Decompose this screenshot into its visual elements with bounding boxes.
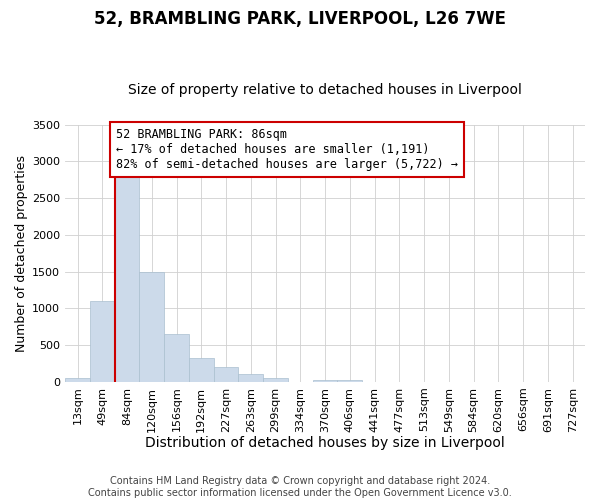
Bar bbox=[337, 380, 362, 382]
Bar bbox=[238, 374, 263, 382]
Bar bbox=[115, 166, 139, 382]
Bar bbox=[139, 272, 164, 382]
Text: 52, BRAMBLING PARK, LIVERPOOL, L26 7WE: 52, BRAMBLING PARK, LIVERPOOL, L26 7WE bbox=[94, 10, 506, 28]
Title: Size of property relative to detached houses in Liverpool: Size of property relative to detached ho… bbox=[128, 83, 522, 97]
Text: 52 BRAMBLING PARK: 86sqm
← 17% of detached houses are smaller (1,191)
82% of sem: 52 BRAMBLING PARK: 86sqm ← 17% of detach… bbox=[116, 128, 458, 171]
Bar bbox=[263, 378, 288, 382]
Bar bbox=[164, 334, 189, 382]
Text: Contains HM Land Registry data © Crown copyright and database right 2024.
Contai: Contains HM Land Registry data © Crown c… bbox=[88, 476, 512, 498]
Bar bbox=[90, 301, 115, 382]
Bar bbox=[65, 378, 90, 382]
Bar bbox=[214, 367, 238, 382]
Bar bbox=[313, 380, 337, 382]
X-axis label: Distribution of detached houses by size in Liverpool: Distribution of detached houses by size … bbox=[145, 436, 505, 450]
Y-axis label: Number of detached properties: Number of detached properties bbox=[15, 154, 28, 352]
Bar bbox=[189, 358, 214, 382]
